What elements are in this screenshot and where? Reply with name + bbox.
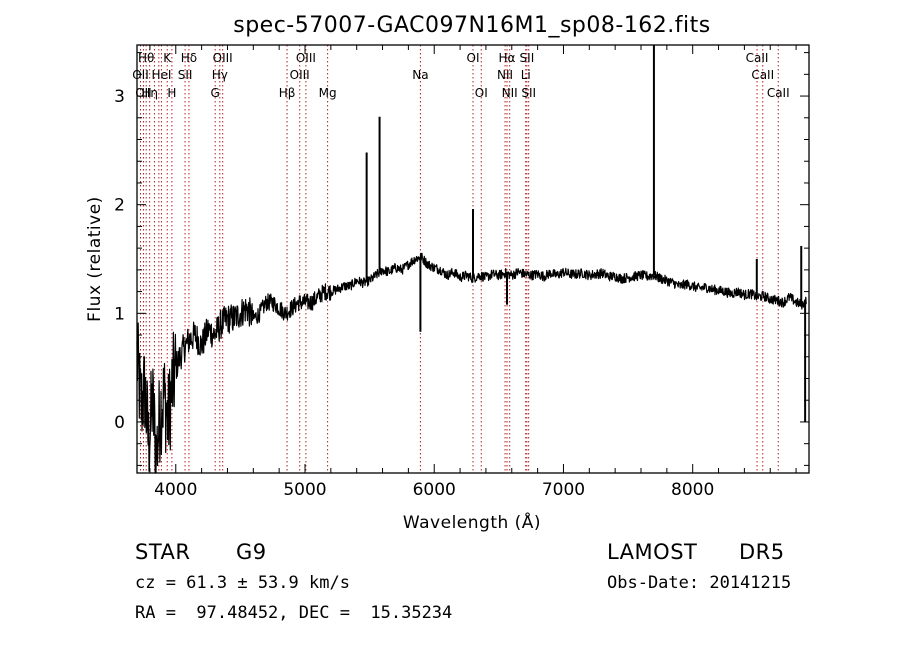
observation-date: Obs-Date: 20141215 [607, 573, 792, 593]
line-marker-label: HeI [151, 68, 171, 82]
spectral-line-labels: OIIOIIHθHηHeIKHSIIHδGHγOIIIHβOIIIOIIIMgN… [132, 51, 789, 100]
plot-frame [136, 44, 810, 474]
spectral-line-markers [139, 45, 779, 473]
data-release: DR5 [739, 540, 785, 564]
x-axis-ticks: 4000 5000 6000 7000 8000 [149, 45, 797, 500]
line-marker-label: Li [521, 68, 531, 82]
line-marker-label: Mg [319, 86, 337, 100]
line-marker-label: Hθ [138, 51, 154, 65]
y-axis-ticks: 0 1 2 3 [114, 52, 809, 466]
line-marker-label: G [211, 86, 220, 100]
line-marker-label: OII [132, 68, 149, 82]
x-tick-label: 6000 [413, 480, 456, 500]
object-subclass: G9 [236, 540, 267, 564]
spectrum-flux-line [136, 252, 807, 474]
line-marker-label: CaII [746, 51, 769, 65]
line-marker-label: SII [521, 86, 536, 100]
line-marker-label: SII [178, 68, 193, 82]
line-marker-label: Hα [499, 51, 516, 65]
object-class: STAR [135, 540, 191, 564]
line-marker-label: Hγ [212, 68, 228, 82]
line-marker-label: OI [475, 86, 488, 100]
y-axis-label: Flux (relative) [85, 196, 105, 322]
emission-spikes [365, 45, 807, 422]
x-tick-label: 5000 [283, 480, 326, 500]
line-marker-label: Hη [141, 86, 158, 100]
line-marker-label: H [167, 86, 176, 100]
line-marker-label: Hβ [279, 86, 296, 100]
chart-title: spec-57007-GAC097N16M1_sp08-162.fits [233, 13, 711, 38]
y-tick-label: 0 [114, 413, 125, 433]
ra-dec-coordinates: RA = 97.48452, DEC = 15.35234 [135, 603, 453, 623]
redshift-velocity: cz = 61.3 ± 53.9 km/s [135, 573, 350, 593]
line-marker-label: Na [412, 68, 428, 82]
line-marker-label: OIII [290, 68, 310, 82]
line-marker-label: NII [502, 86, 518, 100]
line-marker-label: CaII [767, 86, 790, 100]
line-marker-label: NII [497, 68, 513, 82]
line-marker-label: K [163, 51, 172, 65]
line-marker-label: OIII [213, 51, 233, 65]
x-tick-label: 8000 [671, 480, 714, 500]
x-tick-label: 4000 [154, 480, 197, 500]
x-tick-label: 7000 [542, 480, 585, 500]
line-marker-label: Hδ [181, 51, 197, 65]
line-marker-label: OI [467, 51, 480, 65]
y-tick-label: 3 [114, 87, 125, 107]
y-tick-label: 1 [114, 304, 125, 324]
x-axis-label: Wavelength (Å) [403, 511, 541, 533]
line-marker-label: OIII [296, 51, 316, 65]
survey-name: LAMOST [607, 540, 698, 564]
y-tick-label: 2 [114, 196, 125, 216]
line-marker-label: CaII [751, 68, 774, 82]
line-marker-label: SII [520, 51, 535, 65]
